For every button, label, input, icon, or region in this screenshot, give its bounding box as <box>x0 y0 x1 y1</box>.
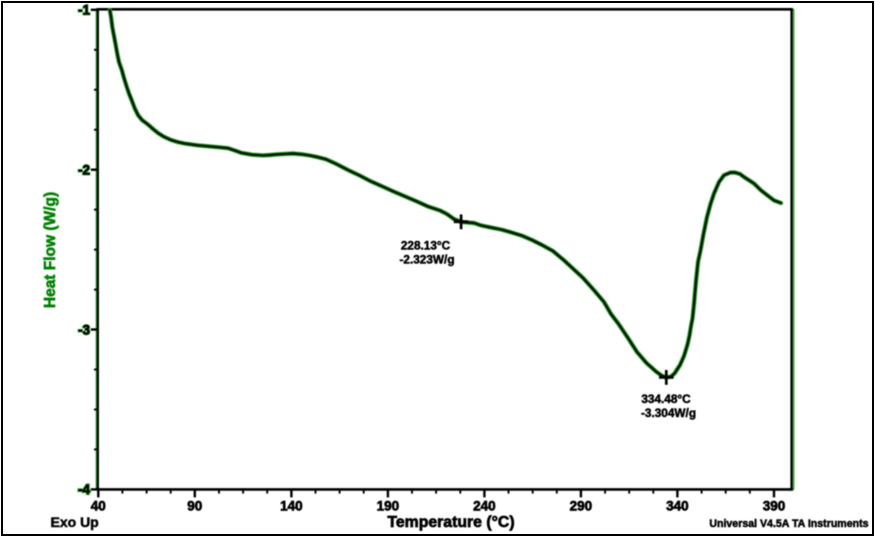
svg-text:-3: -3 <box>78 322 90 337</box>
svg-text:-4: -4 <box>78 482 90 497</box>
svg-text:-2: -2 <box>78 163 90 178</box>
svg-text:290: 290 <box>570 499 593 514</box>
svg-text:Temperature (°C): Temperature (°C) <box>387 514 514 531</box>
svg-text:240: 240 <box>473 499 496 514</box>
svg-text:140: 140 <box>280 499 303 514</box>
svg-text:Universal V4.5A TA Instruments: Universal V4.5A TA Instruments <box>709 518 868 530</box>
svg-text:190: 190 <box>377 499 400 514</box>
svg-text:334.48°C: 334.48°C <box>641 392 691 406</box>
svg-text:Heat Flow (W/g): Heat Flow (W/g) <box>42 192 59 308</box>
svg-text:-2: -2 <box>78 163 90 178</box>
svg-text:-2.323W/g: -2.323W/g <box>399 253 454 267</box>
svg-text:-4: -4 <box>78 482 90 497</box>
svg-text:-1: -1 <box>78 3 90 18</box>
svg-text:390: 390 <box>763 499 786 514</box>
svg-text:40: 40 <box>91 499 106 514</box>
svg-text:-3: -3 <box>78 322 90 337</box>
svg-text:-3.304W/g: -3.304W/g <box>641 406 696 420</box>
svg-text:-1: -1 <box>78 3 90 18</box>
svg-text:Exo Up: Exo Up <box>51 514 99 530</box>
svg-text:228.13°C: 228.13°C <box>401 239 451 253</box>
svg-text:340: 340 <box>666 499 689 514</box>
svg-text:90: 90 <box>187 499 202 514</box>
